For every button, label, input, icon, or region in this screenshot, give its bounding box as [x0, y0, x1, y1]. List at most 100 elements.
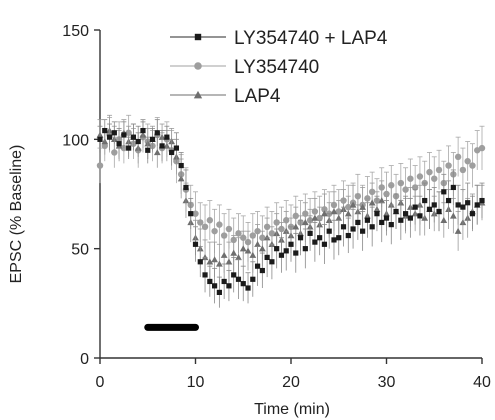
data-point-square — [240, 281, 246, 287]
data-point-square — [441, 189, 447, 195]
data-point-circle — [201, 223, 209, 230]
data-point-square — [302, 246, 308, 252]
data-point-square — [264, 254, 270, 261]
data-point-circle — [225, 225, 233, 233]
data-point-triangle — [239, 245, 247, 252]
data-point-square — [297, 235, 304, 241]
legend-item-triangle: LAP4 — [170, 86, 281, 107]
data-point-square — [283, 248, 289, 254]
data-point-square — [274, 246, 280, 252]
data-point-circle — [192, 210, 199, 217]
data-point-square — [111, 130, 117, 136]
x-axis-title: Time (min) — [254, 401, 330, 418]
data-point-circle — [474, 147, 481, 154]
data-point-square — [250, 276, 256, 282]
data-point-circle — [459, 166, 467, 174]
data-point-square — [469, 211, 476, 217]
data-point-square — [336, 235, 342, 241]
y-tick-label: 50 — [71, 242, 89, 259]
data-point-triangle — [206, 258, 214, 265]
data-point-square — [426, 206, 433, 212]
data-point-circle — [454, 153, 462, 161]
data-point-triangle — [301, 219, 309, 226]
data-point-square — [194, 33, 202, 41]
data-point-square — [350, 226, 356, 232]
data-point-square — [254, 263, 261, 269]
data-point-square — [398, 217, 404, 223]
data-point-square — [226, 283, 232, 289]
data-point-triangle — [244, 247, 252, 254]
data-point-circle — [426, 168, 433, 176]
data-point-square — [307, 230, 313, 236]
data-point-square — [312, 239, 318, 245]
data-point-square — [369, 224, 375, 230]
data-point-square — [149, 136, 156, 142]
data-point-square — [360, 228, 366, 234]
x-tick-label: 20 — [282, 374, 300, 391]
data-point-circle — [96, 162, 104, 169]
data-point-square — [207, 278, 213, 285]
data-point-triangle — [321, 210, 328, 217]
data-point-square — [135, 138, 141, 145]
data-point-triangle — [225, 258, 233, 265]
data-point-square — [345, 232, 351, 239]
data-point-square — [126, 145, 132, 151]
data-point-triangle — [153, 149, 161, 156]
data-point-square — [317, 235, 323, 241]
data-point-square — [388, 222, 394, 228]
data-point-circle — [402, 186, 409, 193]
x-tick-label: 40 — [473, 374, 491, 391]
data-point-square — [407, 215, 413, 221]
x-tick-label: 30 — [378, 374, 396, 391]
data-point-triangle — [454, 227, 462, 234]
data-point-square — [340, 224, 347, 230]
data-point-square — [197, 259, 203, 265]
data-point-square — [465, 200, 471, 206]
x-tick-label: 0 — [96, 374, 105, 391]
data-point-square — [221, 278, 227, 285]
data-point-square — [231, 272, 237, 278]
data-point-square — [321, 241, 328, 247]
data-point-circle — [206, 217, 214, 224]
data-point-square — [154, 130, 160, 136]
data-point-triangle — [193, 90, 203, 99]
y-tick-label: 100 — [62, 132, 89, 149]
data-point-triangle — [220, 251, 228, 258]
data-point-square — [374, 211, 380, 217]
data-point-circle — [416, 173, 424, 180]
data-point-triangle — [235, 254, 242, 261]
data-point-triangle — [344, 210, 352, 217]
data-point-square — [245, 285, 251, 291]
data-point-square — [130, 134, 137, 140]
data-point-triangle — [359, 203, 367, 210]
legend: LY354740 + LAP4 LY354740 LAP4 — [170, 28, 388, 107]
legend-label: LY354740 + LAP4 — [234, 28, 388, 49]
data-point-square — [479, 197, 485, 204]
data-point-circle — [197, 219, 204, 226]
data-point-triangle — [292, 223, 300, 230]
data-point-square — [269, 259, 275, 265]
data-point-square — [355, 219, 361, 226]
data-point-square — [164, 134, 170, 140]
data-point-square — [202, 272, 208, 278]
data-point-square — [445, 197, 452, 204]
data-point-square — [436, 208, 442, 215]
data-point-square — [145, 147, 151, 153]
data-point-square — [173, 145, 179, 151]
data-point-square — [212, 283, 218, 289]
y-tick-label: 0 — [80, 351, 89, 368]
data-point-triangle — [368, 199, 376, 206]
data-point-circle — [383, 190, 390, 198]
data-point-square — [116, 141, 122, 147]
data-point-circle — [220, 232, 228, 239]
data-point-circle — [435, 166, 443, 174]
data-point-circle — [464, 158, 471, 165]
data-point-circle — [407, 175, 414, 182]
data-point-square — [178, 162, 184, 169]
data-point-square — [159, 143, 165, 149]
data-point-square — [169, 149, 175, 156]
data-point-square — [431, 202, 437, 208]
x-tick-label: 10 — [187, 374, 205, 391]
data-point-square — [183, 184, 189, 191]
